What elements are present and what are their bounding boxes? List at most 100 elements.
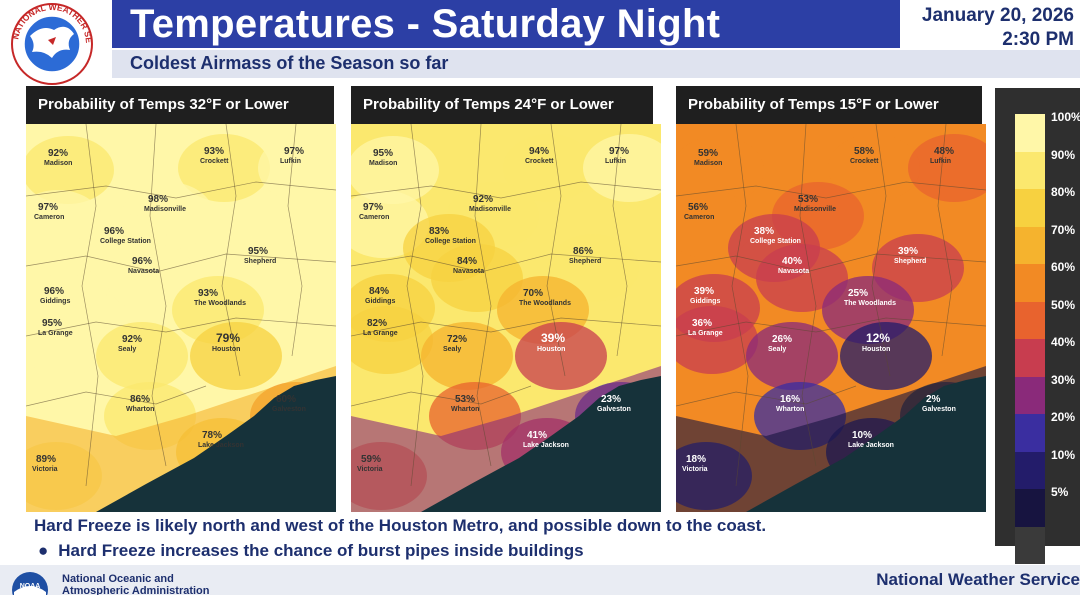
county-line xyxy=(731,123,749,487)
legend-label: 60% xyxy=(1051,260,1076,274)
city-name-label: Sealy xyxy=(118,346,136,353)
city-value-label: 92% xyxy=(48,148,68,159)
city-value-label: 16% xyxy=(780,394,800,405)
city-value-label: 39% xyxy=(898,246,918,257)
city-name-label: Giddings xyxy=(365,298,395,305)
legend-swatch xyxy=(1015,189,1045,227)
city-value-label: 59% xyxy=(698,148,718,159)
issue-date: January 20, 2026 xyxy=(921,5,1074,26)
legend-label: 100% xyxy=(1051,110,1080,124)
county-line xyxy=(351,385,532,407)
county-line xyxy=(676,317,986,337)
city-name-label: Victoria xyxy=(682,466,708,473)
city-value-label: 97% xyxy=(38,202,58,213)
city-value-label: 95% xyxy=(42,318,62,329)
probability-zone xyxy=(26,136,114,204)
city-name-label: Cameron xyxy=(34,214,64,221)
city-name-label: Wharton xyxy=(126,406,154,413)
city-name-label: The Woodlands xyxy=(194,300,246,307)
city-name-label: The Woodlands xyxy=(844,300,896,307)
city-name-label: Giddings xyxy=(40,298,70,305)
city-name-label: Sealy xyxy=(768,346,786,353)
city-name-label: La Grange xyxy=(363,330,398,337)
footer xyxy=(0,565,1080,595)
city-value-label: 96% xyxy=(132,256,152,267)
probability-legend: 100% 90% 80% 70% 60% 50% 40% 30% 20% 10% 5% xyxy=(995,88,1080,564)
panel-title-32f: Probability of Temps 32°F or Lower xyxy=(26,86,334,124)
city-value-label: 79% xyxy=(216,331,240,345)
city-value-label: 70% xyxy=(523,288,543,299)
city-name-label: Navasota xyxy=(128,268,159,275)
legend-swatch xyxy=(1015,114,1045,152)
legend-swatch xyxy=(1015,226,1045,264)
city-value-label: 36% xyxy=(692,318,712,329)
city-value-label: 59% xyxy=(361,454,381,465)
city-name-label: Crockett xyxy=(850,158,879,165)
panel-title-15f: Probability of Temps 15°F or Lower xyxy=(676,86,982,124)
legend-label: 20% xyxy=(1051,410,1076,424)
city-name-label: Madison xyxy=(369,160,397,167)
city-name-label: Wharton xyxy=(451,406,479,413)
noaa-line-2: Atmospheric Administration xyxy=(62,585,210,595)
city-value-label: 39% xyxy=(541,331,565,345)
map-panel-15f: 59% Madison 58% Crockett 48% Lufkin 53% Madison… xyxy=(676,86,986,512)
city-value-label: 23% xyxy=(601,394,621,405)
gulf-water xyxy=(96,376,336,512)
county-line xyxy=(351,181,661,199)
legend-swatch xyxy=(1015,301,1045,339)
city-name-label: Houston xyxy=(212,346,240,353)
city-name-label: Galveston xyxy=(922,406,956,413)
city-value-label: 94% xyxy=(529,146,549,157)
legend-swatch xyxy=(1015,414,1045,452)
probability-zone xyxy=(828,134,920,202)
city-value-label: 53% xyxy=(798,194,818,205)
city-value-label: 78% xyxy=(202,430,222,441)
city-name-label: The Woodlands xyxy=(519,300,571,307)
city-name-label: Cameron xyxy=(684,214,714,221)
map-panel-24f: 95% Madison 94% Crockett 97% Lufkin 92% Madison… xyxy=(351,86,661,512)
legend-label: 10% xyxy=(1051,447,1076,462)
city-value-label: 72% xyxy=(447,334,467,345)
city-name-label: Houston xyxy=(537,346,565,353)
city-name-label: Shepherd xyxy=(569,258,601,265)
city-name-label: Lufkin xyxy=(280,158,301,165)
legend-swatch xyxy=(1015,376,1045,414)
page-title: Temperatures - Saturday Night xyxy=(130,2,721,46)
issue-datetime: January 20, 2026 2:30 PM xyxy=(922,4,1074,52)
city-name-label: Madison xyxy=(694,160,722,167)
legend-label: 80% xyxy=(1051,185,1076,199)
probability-zone xyxy=(756,244,848,312)
county-line xyxy=(149,123,167,467)
city-name-label: Shepherd xyxy=(894,258,926,265)
city-name-label: Madisonville xyxy=(144,206,186,213)
city-name-label: Crockett xyxy=(525,158,554,165)
city-name-label: Lake Jackson xyxy=(523,442,569,449)
city-value-label: 97% xyxy=(609,146,629,157)
legend-swatch xyxy=(1015,151,1045,189)
probability-zone xyxy=(26,306,108,374)
city-value-label: 96% xyxy=(44,286,64,297)
probability-map-24f: 95%Madison94%Crockett97%Lufkin92%Madison… xyxy=(351,123,661,512)
city-name-label: Crockett xyxy=(200,158,229,165)
city-value-label: 41% xyxy=(527,430,547,441)
city-value-label: 56% xyxy=(688,202,708,213)
city-value-label: 86% xyxy=(130,394,150,405)
legend-label: 50% xyxy=(1051,297,1076,312)
subtitle: Coldest Airmass of the Season so far xyxy=(130,53,449,73)
legend-swatch xyxy=(1015,489,1045,527)
county-line xyxy=(221,123,241,377)
city-name-label: Galveston xyxy=(597,406,631,413)
probability-zone xyxy=(96,322,188,390)
city-name-label: Victoria xyxy=(32,466,58,473)
county-line xyxy=(676,181,986,199)
city-value-label: 84% xyxy=(457,256,477,267)
county-line xyxy=(799,123,817,467)
county-line xyxy=(26,181,336,199)
city-name-label: Victoria xyxy=(357,466,383,473)
city-value-label: 18% xyxy=(686,454,706,465)
city-value-label: 98% xyxy=(148,194,168,205)
city-name-label: Galveston xyxy=(272,406,306,413)
city-value-label: 95% xyxy=(373,148,393,159)
city-name-label: Navasota xyxy=(778,268,809,275)
city-value-label: 12% xyxy=(866,331,890,345)
